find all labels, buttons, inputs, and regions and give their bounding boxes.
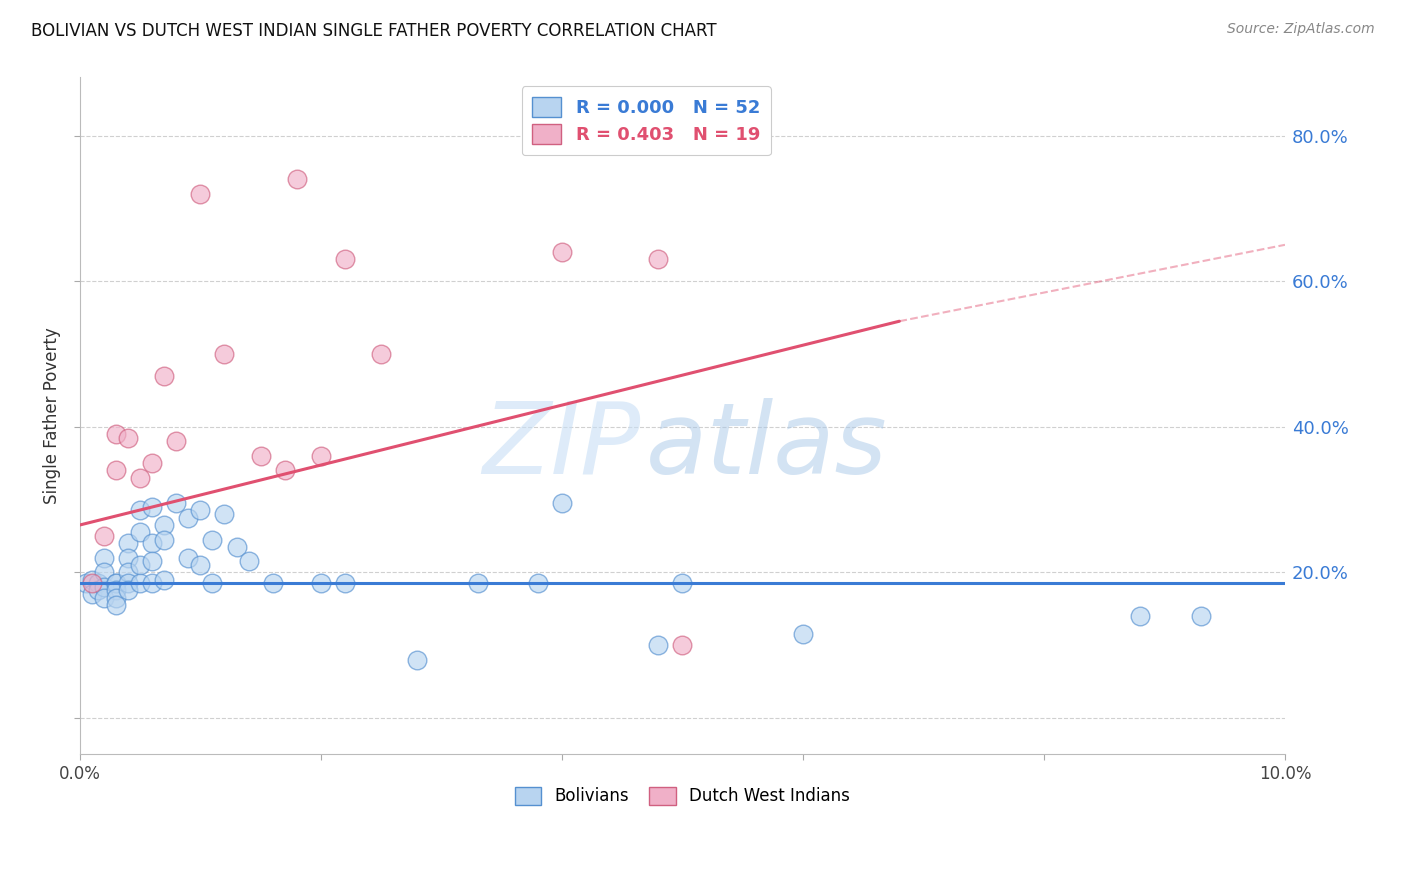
Point bbox=[93, 529, 115, 543]
Point bbox=[80, 587, 103, 601]
Point bbox=[165, 434, 187, 449]
Point bbox=[238, 554, 260, 568]
Point bbox=[274, 463, 297, 477]
Point bbox=[117, 536, 139, 550]
Point bbox=[105, 576, 128, 591]
Point bbox=[87, 583, 110, 598]
Point bbox=[93, 591, 115, 605]
Point bbox=[129, 576, 152, 591]
Point bbox=[177, 550, 200, 565]
Point bbox=[309, 449, 332, 463]
Point bbox=[551, 245, 574, 260]
Point bbox=[153, 533, 176, 547]
Point bbox=[93, 580, 115, 594]
Point bbox=[406, 652, 429, 666]
Point bbox=[80, 573, 103, 587]
Point bbox=[153, 368, 176, 383]
Point bbox=[153, 573, 176, 587]
Point bbox=[249, 449, 271, 463]
Point bbox=[153, 518, 176, 533]
Point bbox=[105, 583, 128, 598]
Point bbox=[117, 583, 139, 598]
Point bbox=[333, 252, 356, 267]
Point bbox=[141, 456, 163, 470]
Point bbox=[93, 566, 115, 580]
Point bbox=[1189, 609, 1212, 624]
Point bbox=[129, 471, 152, 485]
Point bbox=[105, 576, 128, 591]
Point bbox=[551, 496, 574, 510]
Point bbox=[129, 525, 152, 540]
Text: ZIP: ZIP bbox=[482, 398, 640, 495]
Point bbox=[87, 576, 110, 591]
Point bbox=[647, 252, 669, 267]
Point bbox=[262, 576, 284, 591]
Point bbox=[527, 576, 550, 591]
Point bbox=[117, 576, 139, 591]
Text: atlas: atlas bbox=[647, 398, 889, 495]
Point bbox=[129, 503, 152, 517]
Legend: Bolivians, Dutch West Indians: Bolivians, Dutch West Indians bbox=[506, 778, 859, 814]
Point bbox=[80, 576, 103, 591]
Point bbox=[105, 598, 128, 612]
Point bbox=[333, 576, 356, 591]
Text: Source: ZipAtlas.com: Source: ZipAtlas.com bbox=[1227, 22, 1375, 37]
Point bbox=[671, 576, 693, 591]
Point bbox=[141, 554, 163, 568]
Point bbox=[201, 576, 224, 591]
Point bbox=[129, 558, 152, 572]
Point bbox=[225, 540, 247, 554]
Point bbox=[190, 558, 212, 572]
Point bbox=[165, 496, 187, 510]
Point bbox=[190, 503, 212, 517]
Point bbox=[105, 427, 128, 442]
Point bbox=[671, 638, 693, 652]
Point bbox=[177, 510, 200, 524]
Point bbox=[117, 566, 139, 580]
Point bbox=[75, 576, 97, 591]
Point bbox=[285, 172, 308, 186]
Point bbox=[141, 576, 163, 591]
Y-axis label: Single Father Poverty: Single Father Poverty bbox=[44, 327, 60, 504]
Point bbox=[214, 347, 236, 361]
Point bbox=[370, 347, 392, 361]
Point bbox=[105, 463, 128, 477]
Point bbox=[647, 638, 669, 652]
Point bbox=[201, 533, 224, 547]
Point bbox=[117, 550, 139, 565]
Point bbox=[190, 186, 212, 201]
Point bbox=[141, 536, 163, 550]
Point bbox=[141, 500, 163, 514]
Point bbox=[1129, 609, 1152, 624]
Point bbox=[792, 627, 814, 641]
Point bbox=[467, 576, 489, 591]
Point bbox=[105, 591, 128, 605]
Point bbox=[93, 550, 115, 565]
Point bbox=[117, 431, 139, 445]
Point bbox=[309, 576, 332, 591]
Text: BOLIVIAN VS DUTCH WEST INDIAN SINGLE FATHER POVERTY CORRELATION CHART: BOLIVIAN VS DUTCH WEST INDIAN SINGLE FAT… bbox=[31, 22, 717, 40]
Point bbox=[214, 507, 236, 521]
